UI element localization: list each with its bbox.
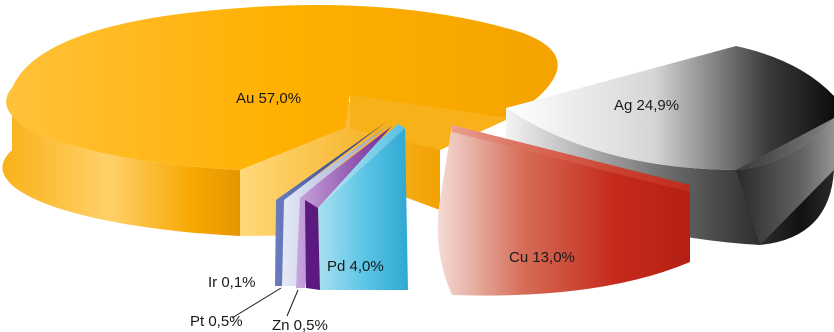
label-pd: Pd 4,0% xyxy=(327,258,384,275)
slice-pt-face xyxy=(282,124,390,286)
slice-au-side xyxy=(2,88,241,236)
slice-cu xyxy=(437,125,690,296)
leader-line-zn xyxy=(286,289,299,317)
slice-ag-end-face xyxy=(736,118,834,245)
slice-cu-face xyxy=(437,125,690,296)
slice-cu-top xyxy=(452,125,690,192)
label-ir: Ir 0,1% xyxy=(208,274,256,291)
label-cu: Cu 13,0% xyxy=(509,249,575,266)
slice-pt xyxy=(282,124,390,286)
slice-zn xyxy=(296,126,392,290)
label-au: Au 57,0% xyxy=(236,90,301,107)
label-pt: Pt 0,5% xyxy=(190,313,243,330)
label-ag: Ag 24,9% xyxy=(614,97,679,114)
label-zn: Zn 0,5% xyxy=(272,317,328,332)
slice-zn-front xyxy=(305,200,320,290)
slice-pd-face xyxy=(318,128,408,290)
leader-line-pt xyxy=(231,287,282,319)
slice-ag-top xyxy=(506,46,834,170)
